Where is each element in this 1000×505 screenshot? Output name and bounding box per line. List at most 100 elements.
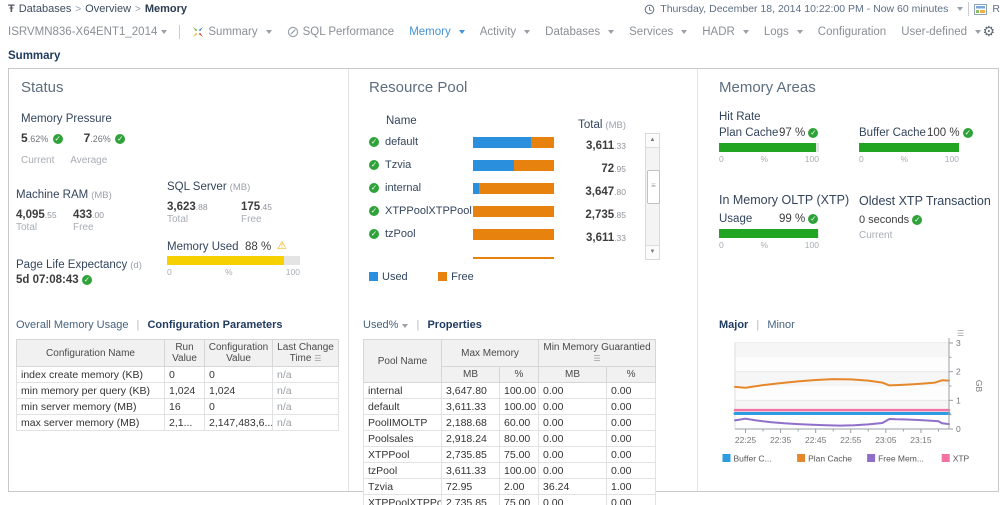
col-max-mb[interactable]: MB xyxy=(441,366,500,383)
cell: 0.00 xyxy=(606,398,657,415)
pool-used-free-bar xyxy=(473,137,554,148)
col-configuration-value[interactable]: Configuration Value xyxy=(204,339,273,367)
table-header-row: Pool Name Max Memory Min Memory Guaranti… xyxy=(363,339,657,383)
free-swatch xyxy=(438,272,448,281)
tab-minor[interactable]: Minor xyxy=(767,319,795,331)
total-label: Total xyxy=(167,214,189,225)
mp-current-int: 5 xyxy=(21,131,28,145)
buffer-cache-label: Buffer Cache xyxy=(859,127,926,139)
summary-panel: Status Memory Pressure 5.62% 7.26% Curre… xyxy=(8,68,999,505)
settings-gear-icon[interactable]: ⚙ xyxy=(982,23,995,39)
pool-list-scrollbar[interactable]: ▲ ≡ ▼ xyxy=(645,133,660,260)
column-customizer-icon[interactable] xyxy=(314,355,321,363)
table-row[interactable]: PoolIMOLTP 2,188.68 60.00 0.00 0.00 xyxy=(363,414,657,431)
col-group-min-memory[interactable]: Min Memory Guarantied xyxy=(538,339,657,367)
nav-item-sql-performance[interactable]: SQL Performance xyxy=(287,26,394,38)
breadcrumb-databases[interactable]: Databases xyxy=(18,3,72,15)
nav-item-databases[interactable]: Databases xyxy=(545,26,615,38)
table-row[interactable]: index create memory (KB) 0 0 n/a xyxy=(16,366,339,383)
nav-item-user-defined[interactable]: User-defined xyxy=(901,26,982,38)
table-row[interactable]: XTPPool 2,735.85 75.00 0.00 0.00 xyxy=(363,446,657,463)
pool-row-XTPPoolXTPPool[interactable]: XTPPoolXTPPool 2,735.85 xyxy=(361,202,645,222)
svg-text:GB: GB xyxy=(974,380,984,393)
pool-row-Tzvia[interactable]: Tzvia 72.95 xyxy=(361,156,645,176)
pool-total-value: 72.95 xyxy=(601,163,626,175)
column-customizer-icon[interactable] xyxy=(593,355,600,363)
foglight-icon xyxy=(193,27,204,37)
table-row[interactable]: Poolsales 2,918.24 80.00 0.00 0.00 xyxy=(363,430,657,447)
nav-item-memory[interactable]: Memory xyxy=(409,26,465,38)
table-row[interactable]: min server memory (MB) 16 0 n/a xyxy=(16,398,339,415)
pool-name: XTPPoolXTPPool xyxy=(385,205,472,217)
hierarchy-icon[interactable]: Ŧ xyxy=(8,3,15,15)
free-label: Free xyxy=(73,222,94,233)
chevron-down-icon[interactable] xyxy=(957,7,964,11)
col-run-value[interactable]: Run Value xyxy=(164,339,205,367)
cell: XTPPoolXTPPool xyxy=(363,494,442,505)
pool-row-tzPool[interactable]: tzPool 3,611.33 xyxy=(361,225,645,245)
cell: 0.00 xyxy=(606,446,657,463)
time-range-label[interactable]: Thursday, December 18, 2014 10:22:00 PM … xyxy=(660,3,949,15)
col-min-mb[interactable]: MB xyxy=(538,366,608,383)
nav-item-hadr[interactable]: HADR xyxy=(702,26,749,38)
cell: 1,024 xyxy=(204,382,273,399)
cell: 100.00 xyxy=(498,382,540,399)
nav-item-summary[interactable]: Summary xyxy=(192,26,272,38)
col-last-change-time[interactable]: Last Change Time xyxy=(272,339,339,367)
col-max-pct[interactable]: % xyxy=(498,366,540,383)
average-label: Average xyxy=(70,155,108,166)
cell: n/a xyxy=(272,366,339,383)
memory-areas-section-title: Memory Areas xyxy=(719,79,816,96)
cell: tzPool xyxy=(363,462,442,479)
col-group-max-memory[interactable]: Max Memory xyxy=(440,339,540,367)
table-row[interactable]: internal 3,647.80 100.00 0.00 0.00 xyxy=(363,382,657,399)
scroll-down-button[interactable]: ▼ xyxy=(646,245,659,259)
svg-text:23:05: 23:05 xyxy=(875,435,897,445)
col-min-pct[interactable]: % xyxy=(606,366,657,383)
pool-used-free-bar xyxy=(473,160,554,171)
cell: index create memory (KB) xyxy=(16,366,165,383)
page-title: Summary xyxy=(8,50,61,62)
nav-item-logs[interactable]: Logs xyxy=(764,26,803,38)
breadcrumb-current: Memory xyxy=(144,3,188,15)
nav-item-activity[interactable]: Activity xyxy=(480,26,531,38)
scroll-up-button[interactable]: ▲ xyxy=(646,134,659,148)
cell: 2,735.85 xyxy=(441,446,500,463)
tab-overall-memory-usage[interactable]: Overall Memory Usage xyxy=(16,319,129,331)
tab-properties[interactable]: Properties xyxy=(427,319,482,331)
breadcrumb-overview[interactable]: Overview xyxy=(85,3,132,15)
cell: 2,188.68 xyxy=(441,414,500,431)
cell: 3,611.33 xyxy=(441,462,500,479)
tab-configuration-parameters[interactable]: Configuration Parameters xyxy=(147,319,283,331)
table-row[interactable]: tzPool 3,611.33 100.00 0.00 0.00 xyxy=(363,462,657,479)
tab-separator: | xyxy=(416,319,420,331)
table-row[interactable]: min memory per query (KB) 1,024 1,024 n/a xyxy=(16,382,339,399)
col-configuration-name[interactable]: Configuration Name xyxy=(16,339,165,367)
reports-icon[interactable] xyxy=(974,3,988,15)
memory-used-gauge xyxy=(167,256,300,265)
nav-item-services[interactable]: Services xyxy=(629,26,688,38)
table-row[interactable]: default 3,611.33 100.00 0.00 0.00 xyxy=(363,398,657,415)
free-label: Free xyxy=(241,214,262,225)
pool-row-internal[interactable]: internal 3,647.80 xyxy=(361,179,645,199)
server-selector[interactable]: ISRVMN836-X64ENT1_2014 xyxy=(8,26,168,38)
svg-text:22:55: 22:55 xyxy=(840,435,862,445)
col-pool-name[interactable]: Pool Name xyxy=(363,339,442,383)
table-row[interactable]: Tzvia 72.95 2.00 36.24 1.00 xyxy=(363,478,657,495)
table-row[interactable]: max server memory (MB) 2,1... 2,147,483,6.… xyxy=(16,414,339,431)
cell: 0.00 xyxy=(606,430,657,447)
nav-item-configuration[interactable]: Configuration xyxy=(817,26,887,38)
tab-used-pct[interactable]: Used% xyxy=(363,319,409,331)
memory-used-label: Memory Used xyxy=(167,241,239,253)
cell: 2.00 xyxy=(498,478,540,495)
hit-rate-label: Hit Rate xyxy=(719,111,761,123)
pool-row-default[interactable]: default 3,611.33 xyxy=(361,133,645,153)
reports-label[interactable]: R xyxy=(992,3,1000,15)
gauge-scale: 0% 100 xyxy=(719,154,819,164)
navbar: ISRVMN836-X64ENT1_2014 Summary SQL Perfor… xyxy=(0,22,1000,42)
gauge-scale: 0% 100 xyxy=(859,154,959,164)
scrollbar-thumb[interactable]: ≡ xyxy=(647,170,660,204)
tab-major[interactable]: Major xyxy=(719,319,749,331)
used-swatch xyxy=(369,272,378,281)
